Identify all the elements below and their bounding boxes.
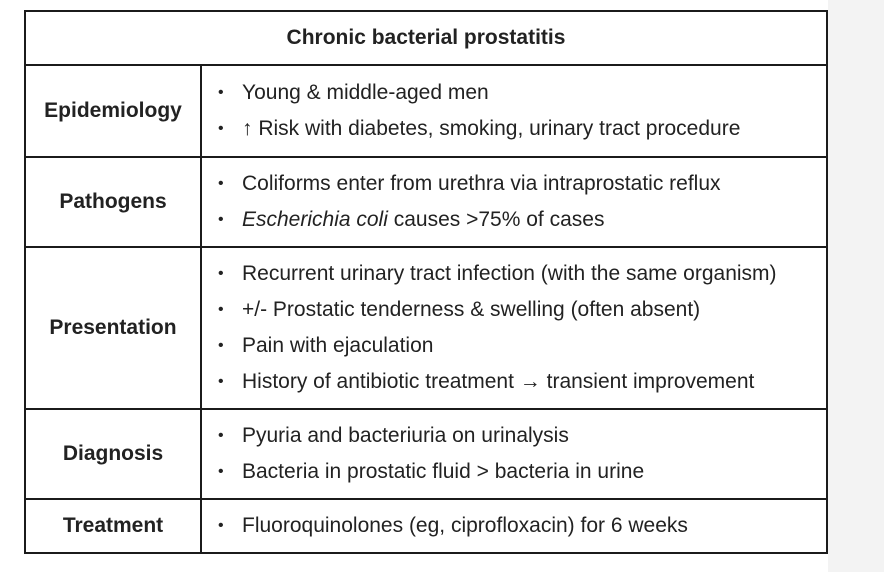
list-item: • Escherichia coli causes >75% of cases bbox=[202, 202, 826, 238]
bullet-icon: • bbox=[218, 463, 224, 480]
list-item: • Young & middle-aged men bbox=[202, 75, 826, 111]
bullet-icon: • bbox=[218, 337, 224, 354]
row-content-treatment: • Fluoroquinolones (eg, ciprofloxacin) f… bbox=[200, 498, 828, 554]
row-label-epidemiology: Epidemiology bbox=[24, 64, 202, 158]
bullet-list: • Recurrent urinary tract infection (wit… bbox=[202, 250, 826, 406]
list-item: • Coliforms enter from urethra via intra… bbox=[202, 166, 826, 202]
list-item-text: Fluoroquinolones (eg, ciprofloxacin) for… bbox=[242, 514, 688, 537]
list-item: • History of antibiotic treatment → tran… bbox=[202, 364, 826, 400]
table-row-pathogens: Pathogens • Coliforms enter from urethra… bbox=[24, 156, 828, 248]
bullet-icon: • bbox=[218, 373, 224, 390]
row-content-pathogens: • Coliforms enter from urethra via intra… bbox=[200, 156, 828, 248]
list-item-text: Bacteria in prostatic fluid > bacteria i… bbox=[242, 460, 645, 483]
list-item: • Fluoroquinolones (eg, ciprofloxacin) f… bbox=[202, 508, 826, 544]
row-content-presentation: • Recurrent urinary tract infection (wit… bbox=[200, 246, 828, 410]
bullet-list: • Pyuria and bacteriuria on urinalysis •… bbox=[202, 412, 826, 496]
bullet-icon: • bbox=[218, 427, 224, 444]
bullet-icon: • bbox=[218, 517, 224, 534]
row-label-presentation: Presentation bbox=[24, 246, 202, 410]
bullet-icon: • bbox=[218, 301, 224, 318]
list-item: • +/- Prostatic tenderness & swelling (o… bbox=[202, 292, 826, 328]
bullet-icon: • bbox=[218, 84, 224, 101]
list-item: • ↑ Risk with diabetes, smoking, urinary… bbox=[202, 111, 826, 147]
bullet-icon: • bbox=[218, 211, 224, 228]
row-content-diagnosis: • Pyuria and bacteriuria on urinalysis •… bbox=[200, 408, 828, 500]
list-item: • Bacteria in prostatic fluid > bacteria… bbox=[202, 454, 826, 490]
row-label-diagnosis: Diagnosis bbox=[24, 408, 202, 500]
bullet-list: • Fluoroquinolones (eg, ciprofloxacin) f… bbox=[202, 502, 826, 550]
list-item-text: Pain with ejaculation bbox=[242, 334, 434, 357]
clinical-summary-table: Chronic bacterial prostatitis Epidemiolo… bbox=[24, 10, 828, 554]
row-content-epidemiology: • Young & middle-aged men • ↑ Risk with … bbox=[200, 64, 828, 158]
title-row: Chronic bacterial prostatitis bbox=[24, 10, 828, 66]
list-item: • Pain with ejaculation bbox=[202, 328, 826, 364]
organism-name: Escherichia coli bbox=[242, 208, 388, 231]
list-item-text: Pyuria and bacteriuria on urinalysis bbox=[242, 424, 569, 447]
page-margin-shade bbox=[828, 0, 884, 572]
table-row-diagnosis: Diagnosis • Pyuria and bacteriuria on ur… bbox=[24, 408, 828, 500]
table-row-epidemiology: Epidemiology • Young & middle-aged men •… bbox=[24, 64, 828, 158]
bullet-icon: • bbox=[218, 120, 224, 137]
list-item-text: causes >75% of cases bbox=[387, 208, 605, 231]
table-title: Chronic bacterial prostatitis bbox=[24, 10, 828, 66]
table-row-presentation: Presentation • Recurrent urinary tract i… bbox=[24, 246, 828, 410]
list-item: • Pyuria and bacteriuria on urinalysis bbox=[202, 418, 826, 454]
list-item-text: Recurrent urinary tract infection (with … bbox=[242, 262, 777, 285]
list-item-text: History of antibiotic treatment → transi… bbox=[242, 370, 755, 393]
row-label-treatment: Treatment bbox=[24, 498, 202, 554]
bullet-list: • Coliforms enter from urethra via intra… bbox=[202, 160, 826, 244]
list-item-text: ↑ Risk with diabetes, smoking, urinary t… bbox=[242, 117, 741, 140]
bullet-icon: • bbox=[218, 175, 224, 192]
bullet-list: • Young & middle-aged men • ↑ Risk with … bbox=[202, 69, 826, 153]
list-item-text: +/- Prostatic tenderness & swelling (oft… bbox=[242, 298, 701, 321]
list-item-text: Coliforms enter from urethra via intrapr… bbox=[242, 172, 721, 195]
bullet-icon: • bbox=[218, 265, 224, 282]
row-label-pathogens: Pathogens bbox=[24, 156, 202, 248]
list-item-text: Young & middle-aged men bbox=[242, 81, 489, 104]
list-item: • Recurrent urinary tract infection (wit… bbox=[202, 256, 826, 292]
table-row-treatment: Treatment • Fluoroquinolones (eg, ciprof… bbox=[24, 498, 828, 554]
